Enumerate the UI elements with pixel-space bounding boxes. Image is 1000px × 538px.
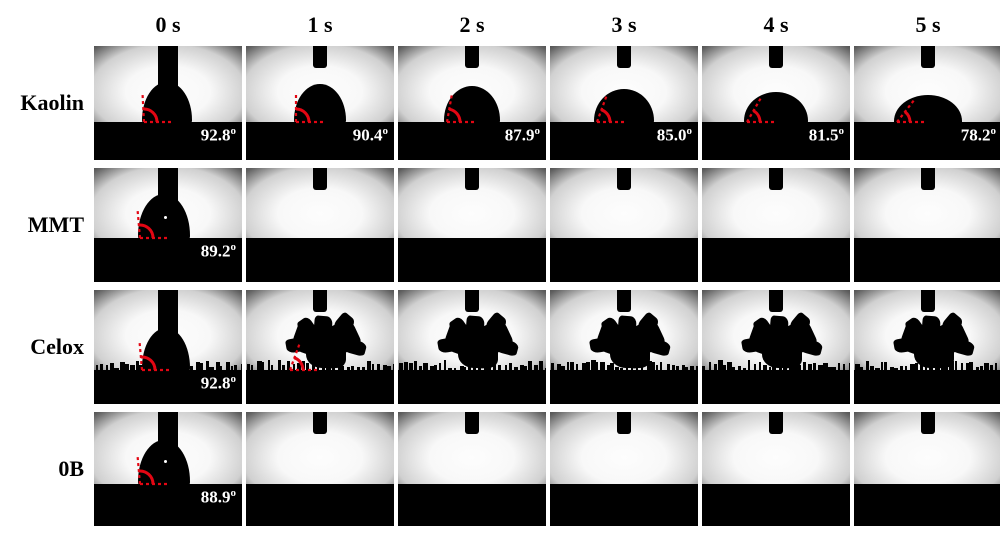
frame-cell (702, 168, 850, 282)
frame-cell: 88.9o (94, 412, 242, 526)
frame-cell: 92.8o (94, 290, 242, 404)
frame-cell (854, 290, 1000, 404)
frame-cell (550, 290, 698, 404)
row-header: MMT (28, 212, 90, 238)
frame-cell: 81.5o (702, 46, 850, 160)
col-header: 1 s (307, 12, 332, 38)
row-header: 0B (58, 456, 90, 482)
contact-angle-value: 89.2o (201, 241, 236, 262)
frame-cell (702, 412, 850, 526)
frame-cell: 85.0o (550, 46, 698, 160)
col-header: 5 s (915, 12, 940, 38)
frame-cell (550, 412, 698, 526)
contact-angle-figure: 0 s 1 s 2 s 3 s 4 s 5 s Kaolin 92.8o 90.4o… (10, 10, 990, 528)
contact-angle-value: 78.2o (961, 125, 996, 146)
frame-cell (854, 168, 1000, 282)
contact-angle-value: 92.8o (201, 125, 236, 146)
row-header: Celox (30, 334, 90, 360)
col-header: 0 s (155, 12, 180, 38)
contact-angle-value: 88.9o (201, 487, 236, 508)
contact-angle-value: 92.8o (201, 373, 236, 394)
frame-cell: 92.8o (94, 46, 242, 160)
contact-angle-value: 90.4o (353, 125, 388, 146)
frame-cell (398, 412, 546, 526)
frame-cell (246, 168, 394, 282)
frame-cell (854, 412, 1000, 526)
col-header: 2 s (459, 12, 484, 38)
row-header: Kaolin (20, 90, 90, 116)
col-header: 3 s (611, 12, 636, 38)
frame-cell (702, 290, 850, 404)
contact-angle-value: 85.0o (657, 125, 692, 146)
frame-cell: 78.2o (854, 46, 1000, 160)
col-header: 4 s (763, 12, 788, 38)
frame-cell: 89.2o (94, 168, 242, 282)
frame-cell (398, 168, 546, 282)
frame-cell (398, 290, 546, 404)
contact-angle-value: 87.9o (505, 125, 540, 146)
contact-angle-value: 81.5o (809, 125, 844, 146)
frame-cell: 90.4o (246, 46, 394, 160)
frame-cell (550, 168, 698, 282)
frame-cell (246, 290, 394, 404)
frame-cell (246, 412, 394, 526)
frame-cell: 87.9o (398, 46, 546, 160)
